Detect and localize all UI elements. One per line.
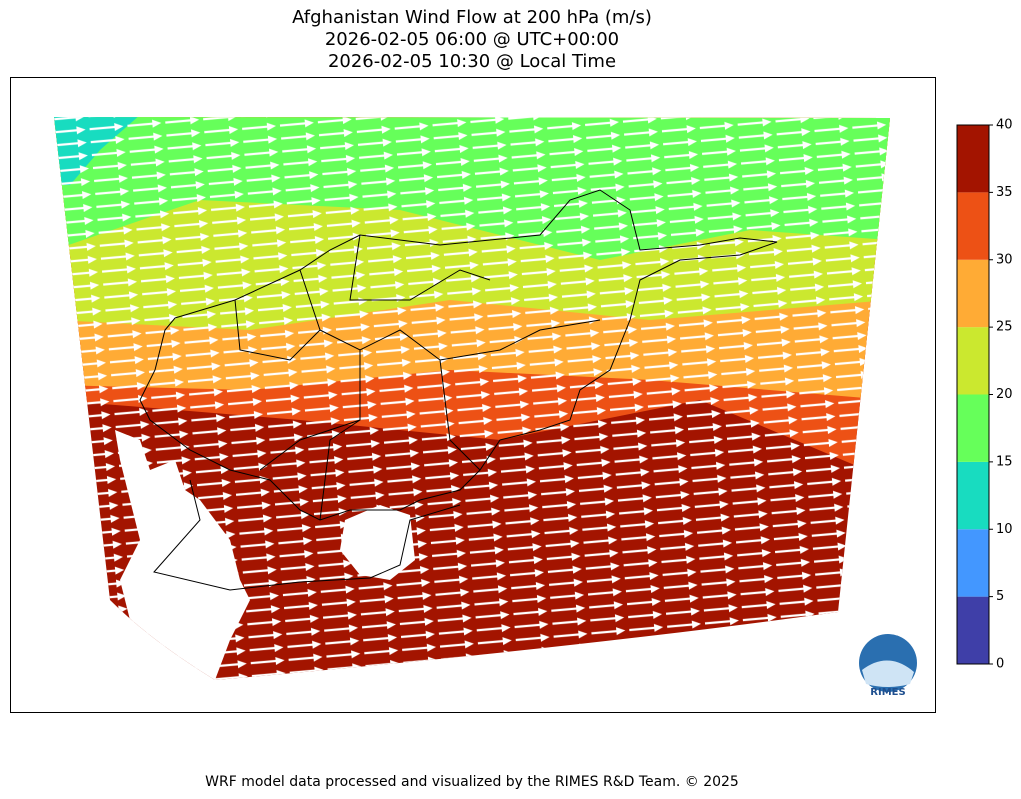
colorbar-tick-label: 0: [996, 657, 1004, 672]
province-border: [234, 234, 601, 521]
masked-area: [115, 430, 250, 680]
colorbar-tick-label: 5: [996, 589, 1004, 604]
colorbar-bin: [957, 529, 989, 597]
colorbar-bin: [957, 192, 989, 260]
colorbar-tick-label: 25: [996, 320, 1013, 335]
title-line: 2026-02-05 10:30 @ Local Time: [328, 51, 616, 72]
colorbar-tick-label: 40: [996, 118, 1013, 133]
colorbar-bin: [957, 259, 989, 328]
colorbar: 0 5 10 15 20 25 30 35 40: [956, 118, 1013, 672]
map-frame: [10, 77, 936, 713]
colorbar-tick-label: 30: [996, 252, 1013, 267]
title-line: 2026-02-05 06:00 @ UTC+00:00: [325, 29, 619, 50]
logo: RIMES: [859, 634, 917, 698]
colorbar-bin: [957, 394, 989, 462]
colorbar-bin: [957, 461, 989, 530]
footer: WRF model data processed and visualized …: [205, 774, 739, 790]
colorbar-tick-label: 10: [996, 522, 1013, 537]
title-line: Afghanistan Wind Flow at 200 hPa (m/s): [292, 7, 652, 28]
logo-wave: [862, 660, 914, 687]
colorbar-tick-label: 15: [996, 454, 1013, 469]
colorbar-bin: [957, 596, 989, 664]
colorbar-bin: [957, 327, 989, 395]
masked-area: [340, 505, 415, 580]
borders: [139, 189, 778, 591]
colorbar-tick-label: 20: [996, 387, 1013, 402]
colorbar-tick-label: 35: [996, 185, 1013, 200]
country-border: [153, 479, 461, 591]
country-border: [139, 189, 778, 521]
logo-text: RIMES: [870, 687, 905, 698]
colorbar-bin: [957, 125, 989, 193]
